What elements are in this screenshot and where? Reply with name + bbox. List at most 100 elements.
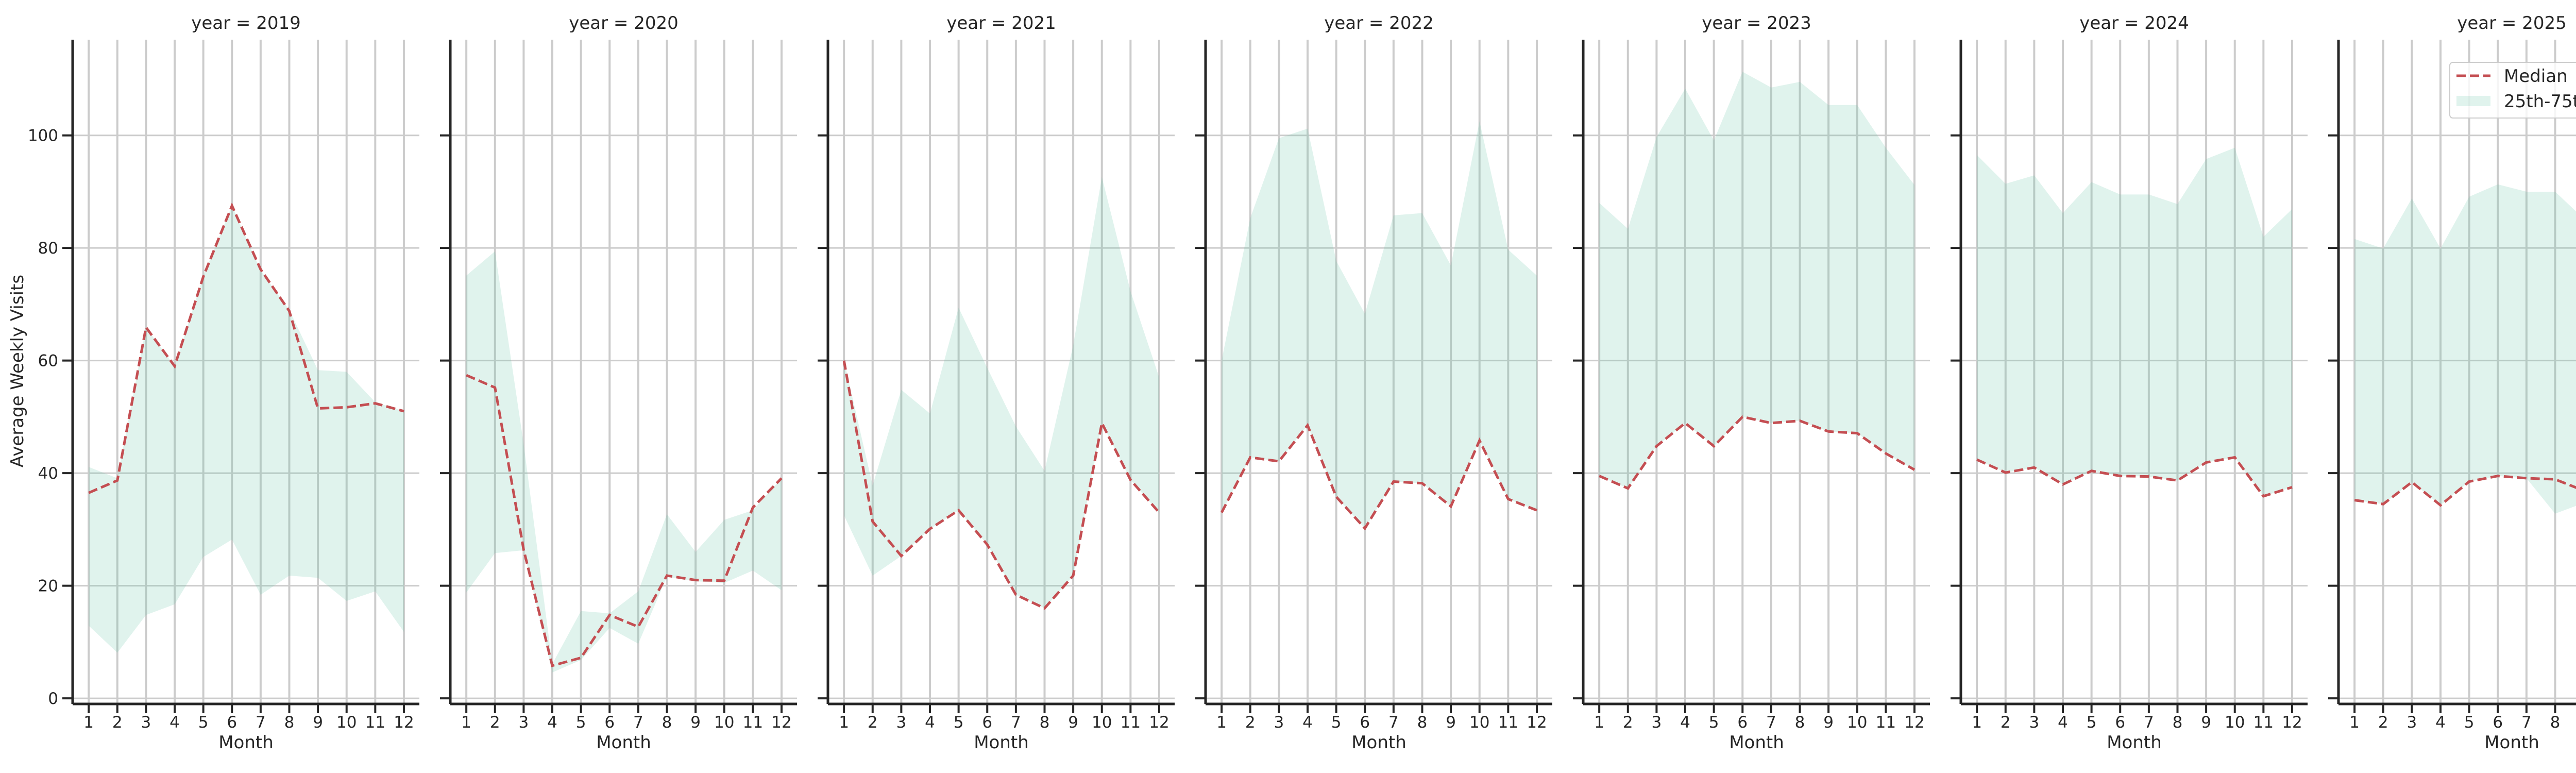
x-tick-label: 8 (1795, 713, 1805, 732)
x-tick-label: 6 (227, 713, 237, 732)
x-axis-label: Month (2107, 732, 2162, 753)
x-tick-label: 11 (2253, 713, 2274, 732)
x-tick-label: 4 (925, 713, 935, 732)
x-tick-label: 6 (2493, 713, 2503, 732)
legend: Median 25th-75th Percentile (2449, 62, 2576, 119)
legend-median-label: Median (2504, 66, 2568, 87)
median-line (1599, 415, 1916, 490)
x-tick-label: 9 (1823, 713, 1834, 732)
panel-title: year = 2023 (1702, 13, 1811, 33)
y-axis-label: Average Weekly Visits (7, 275, 28, 467)
y-tick-label: 80 (38, 239, 58, 258)
x-tick-label: 5 (2087, 713, 2097, 732)
x-tick-label: 5 (2464, 713, 2475, 732)
x-axis-label: Month (2484, 732, 2539, 753)
x-tick-label: 10 (336, 713, 357, 732)
x-tick-label: 9 (690, 713, 701, 732)
x-tick-label: 3 (2029, 713, 2040, 732)
x-axis-label: Month (1351, 732, 1406, 753)
percentile-band (1599, 72, 1914, 489)
x-tick-label: 12 (1527, 713, 1547, 732)
x-axis-label: Month (596, 732, 651, 753)
x-tick-label: 5 (954, 713, 964, 732)
x-tick-label: 11 (743, 713, 763, 732)
x-tick-label: 7 (1766, 713, 1776, 732)
x-tick-label: 4 (170, 713, 180, 732)
median-line (88, 202, 404, 494)
x-tick-label: 12 (1149, 713, 1169, 732)
x-tick-label: 7 (2144, 713, 2154, 732)
x-tick-label: 5 (1331, 713, 1342, 732)
x-tick-label: 8 (1417, 713, 1428, 732)
panel-title: year = 2024 (2079, 13, 2189, 33)
x-tick-label: 10 (714, 713, 734, 732)
x-tick-label: 7 (1011, 713, 1021, 732)
y-tick-label: 60 (38, 352, 58, 371)
x-tick-label: 3 (1274, 713, 1284, 732)
x-tick-label: 1 (1594, 713, 1604, 732)
x-tick-label: 7 (256, 713, 266, 732)
panel-title: year = 2021 (946, 13, 1056, 33)
legend-band-swatch (2456, 96, 2490, 106)
percentile-band (844, 177, 1159, 609)
panel-title: year = 2022 (1324, 13, 1433, 33)
x-tick-label: 3 (519, 713, 529, 732)
x-tick-label: 3 (1652, 713, 1662, 732)
x-tick-label: 12 (2282, 713, 2302, 732)
x-tick-label: 8 (1040, 713, 1050, 732)
x-tick-label: 1 (461, 713, 471, 732)
x-tick-label: 8 (662, 713, 672, 732)
median-line (842, 360, 1160, 610)
percentile-band (1222, 121, 1537, 529)
y-tick-label: 40 (38, 464, 58, 483)
x-tick-label: 7 (633, 713, 643, 732)
x-tick-label: 2 (490, 713, 500, 732)
x-tick-label: 8 (2173, 713, 2183, 732)
x-tick-label: 11 (1498, 713, 1518, 732)
x-tick-label: 12 (1904, 713, 1924, 732)
x-tick-label: 2 (2378, 713, 2388, 732)
x-tick-label: 9 (313, 713, 323, 732)
x-tick-label: 9 (1068, 713, 1078, 732)
x-tick-label: 12 (771, 713, 791, 732)
legend-band-label: 25th-75th Percentile (2504, 91, 2576, 112)
x-tick-label: 6 (982, 713, 992, 732)
median-line (1976, 456, 2293, 498)
median-line (466, 374, 783, 667)
x-tick-label: 1 (839, 713, 849, 732)
x-tick-label: 10 (1092, 713, 1112, 732)
legend-box (2449, 62, 2576, 119)
y-tick-label: 20 (38, 577, 58, 596)
x-tick-label: 3 (896, 713, 907, 732)
percentile-band (2354, 184, 2576, 514)
x-tick-label: 3 (2407, 713, 2417, 732)
percentile-band (1977, 147, 2292, 496)
panel-title: year = 2020 (569, 13, 678, 33)
x-axis-label: Month (218, 732, 274, 753)
x-tick-label: 10 (1847, 713, 1867, 732)
x-axis-label: Month (1729, 732, 1784, 753)
x-tick-label: 4 (2058, 713, 2068, 732)
x-tick-label: 8 (284, 713, 295, 732)
x-tick-label: 11 (1121, 713, 1141, 732)
x-tick-label: 2 (2001, 713, 2011, 732)
y-tick-label: 100 (28, 127, 58, 145)
x-tick-label: 5 (198, 713, 209, 732)
x-tick-label: 1 (1216, 713, 1227, 732)
x-tick-label: 2 (1623, 713, 1633, 732)
percentile-band (89, 206, 404, 653)
x-tick-label: 2 (868, 713, 878, 732)
x-tick-label: 12 (394, 713, 414, 732)
median-line (2354, 475, 2576, 507)
x-tick-label: 6 (1737, 713, 1748, 732)
x-tick-label: 5 (576, 713, 586, 732)
x-tick-label: 2 (1245, 713, 1256, 732)
x-axis-label: Month (974, 732, 1029, 753)
y-tick-label: 0 (48, 690, 58, 708)
x-tick-label: 10 (1469, 713, 1489, 732)
